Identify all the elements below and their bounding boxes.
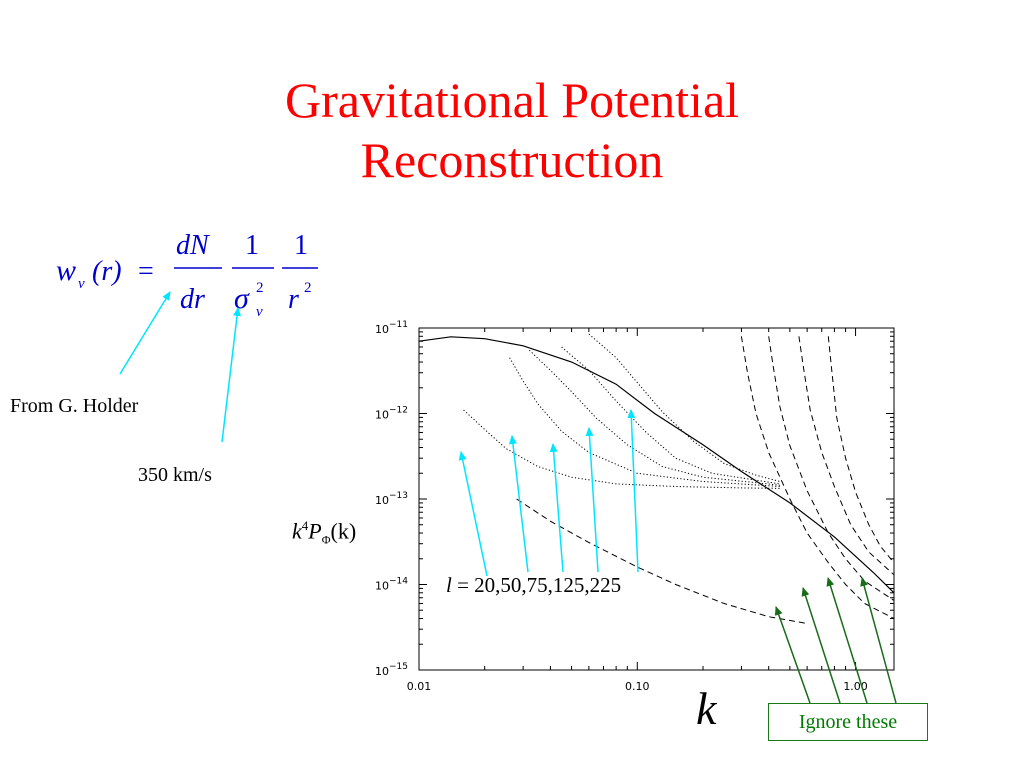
formula-arg: (r): [92, 256, 122, 287]
green-arrow-3: [826, 577, 868, 704]
y-tick-label: 10−15: [375, 662, 408, 678]
cyan-arrow-1: [119, 291, 171, 375]
title-line-1: Gravitational Potential: [284, 72, 740, 128]
series-line-6: [588, 333, 781, 482]
velocity-label: 350 km/s: [138, 464, 212, 486]
title-line-2: Reconstruction: [360, 132, 664, 188]
y-tick-label: 10−12: [375, 406, 408, 422]
ylabel-p: P: [308, 518, 322, 544]
y-tick-label: 10−13: [375, 491, 408, 507]
cyan-arrow-6: [585, 427, 599, 573]
y-tick-label: 10−11: [375, 320, 408, 336]
series-line-11: [516, 498, 808, 624]
series-line-2: [463, 409, 780, 489]
slide-title: Gravitational Potential Reconstruction: [0, 70, 1024, 190]
x-tick-label: 1.00: [843, 680, 868, 693]
plot-frame: [418, 327, 895, 671]
series-line-7: [740, 336, 894, 619]
ell-values: = 20,50,75,125,225: [457, 573, 622, 597]
formula-equals: =: [138, 256, 154, 287]
cyan-arrow-3: [458, 451, 488, 577]
ell-symbol: l: [446, 573, 452, 597]
ylabel-sup: 4: [301, 518, 309, 533]
multipole-label: l = 20,50,75,125,225: [446, 573, 621, 598]
formula-r: r: [288, 284, 299, 315]
cyan-arrow-2: [221, 307, 242, 443]
velocity-weight-formula: w v (r) = dN dr 1 σ 2 v 1 r 2: [56, 230, 318, 320]
formula-num2: 1: [245, 230, 259, 261]
source-label: From G. Holder: [10, 395, 139, 417]
series-line-1: [419, 336, 894, 594]
cyan-arrow-4: [508, 435, 529, 573]
cyan-arrow-5: [549, 443, 564, 573]
y-tick-label: 10−14: [375, 577, 408, 593]
y-axis-label: k4PΦ(k): [292, 518, 356, 548]
x-axis-label: k: [696, 683, 717, 734]
formula-w: w: [56, 254, 76, 287]
formula-sigma-sub: v: [256, 304, 263, 320]
ylabel-arg: (k): [330, 518, 357, 544]
green-arrow-1: [774, 606, 811, 704]
formula-r-sup: 2: [304, 280, 312, 296]
series-line-9: [798, 336, 894, 576]
series-line-4: [528, 349, 780, 486]
formula-den1: dr: [180, 284, 205, 315]
cyan-arrow-7: [627, 409, 639, 573]
formula-w-sub: v: [78, 276, 85, 292]
x-tick-label: 0.10: [625, 680, 650, 693]
ignore-these-box: Ignore these: [768, 703, 928, 741]
green-arrow-2: [801, 587, 841, 704]
ylabel-sub: Φ: [321, 532, 331, 547]
series-line-3: [509, 357, 780, 487]
formula-num1: dN: [176, 230, 210, 261]
x-tick-label: 0.01: [407, 680, 432, 693]
series-line-10: [827, 336, 894, 564]
series-line-8: [768, 336, 894, 601]
ylabel-k: k: [292, 518, 302, 544]
formula-sigma-sup: 2: [256, 280, 264, 296]
formula-num3: 1: [294, 230, 308, 261]
formula-sigma: σ: [234, 282, 250, 315]
green-arrow-4: [860, 577, 897, 704]
